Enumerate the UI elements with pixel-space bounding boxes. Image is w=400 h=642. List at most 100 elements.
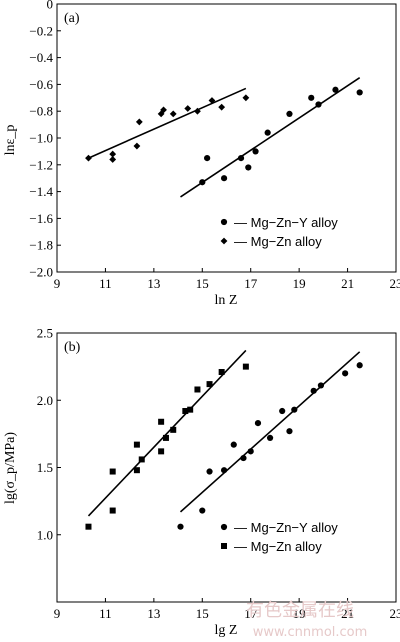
panel-label-a: (a) <box>64 11 80 26</box>
y-tick-label: −0.4 <box>29 50 53 65</box>
data-point-series-1 <box>158 448 165 455</box>
x-axis-label-b: lg Z <box>215 623 238 638</box>
x-tick-label: 13 <box>147 606 160 621</box>
fit-lines-a <box>88 77 361 198</box>
plot-frame-a <box>56 3 397 273</box>
data-point-series-1 <box>242 94 250 102</box>
data-point-series-1 <box>85 523 92 530</box>
data-point-series-0 <box>286 428 293 435</box>
data-point-series-0 <box>291 406 298 413</box>
fit-line-series-1 <box>88 87 247 159</box>
data-point-series-1 <box>133 467 140 474</box>
legend-entry-1: — Mg−Zn alloy <box>234 539 322 554</box>
x-tick-label: 19 <box>293 606 306 621</box>
data-point-series-1 <box>169 110 177 118</box>
data-point-series-1 <box>218 369 225 376</box>
data-point-series-0 <box>204 155 211 162</box>
axis-ticks-a: 9 11 13 15 17 19 21 23 0 −0.2 −0.4 −0.6 −0.8 −1.0 −1.2… <box>29 0 400 291</box>
data-point-series-0 <box>317 382 325 389</box>
x-tick-label: 15 <box>196 276 209 291</box>
legend-entry-0: — Mg−Zn−Y alloy <box>234 520 338 535</box>
legend-marker-1 <box>220 237 228 245</box>
data-point-series-0 <box>199 179 206 186</box>
y-axis-label-a: lnε_p <box>3 125 18 156</box>
data-point-series-1 <box>109 507 116 514</box>
x-tick-label: 21 <box>341 276 354 291</box>
watermark-line-2: www.cnnmol.com <box>253 625 368 640</box>
panel-label-b: (b) <box>64 340 81 355</box>
data-point-series-0 <box>332 86 339 93</box>
data-point-series-0 <box>252 148 259 155</box>
x-tick-label: 9 <box>54 276 61 291</box>
data-point-series-0 <box>177 523 184 530</box>
x-tick-label: 23 <box>390 606 400 621</box>
watermark: 有色金属在线 www.cnnmol.com <box>246 600 367 640</box>
x-tick-label: 9 <box>54 606 61 621</box>
x-tick-label: 17 <box>244 276 258 291</box>
y-tick-label: −0.2 <box>29 23 53 38</box>
data-point-series-1 <box>85 154 92 162</box>
data-point-series-0 <box>308 94 315 101</box>
watermark-line-1: 有色金属在线 <box>246 600 354 621</box>
data-point-series-0 <box>247 448 254 455</box>
panel-a: 9 11 13 15 17 19 21 23 0 −0.2 −0.4 −0.6 −0.8 −1.0 −1.2… <box>3 0 400 308</box>
data-point-series-1 <box>242 363 249 370</box>
data-point-series-1 <box>182 408 189 415</box>
legend-b: — Mg−Zn−Y alloy — Mg−Zn alloy <box>220 520 338 554</box>
data-point-series-1 <box>194 107 201 115</box>
fit-line-series-1 <box>87 349 247 517</box>
data-point-series-0 <box>245 164 252 171</box>
data-point-series-0 <box>286 110 293 117</box>
y-tick-label: −0.6 <box>29 77 53 92</box>
x-tick-label: 11 <box>99 606 112 621</box>
data-point-series-0 <box>206 468 213 475</box>
x-tick-label: 19 <box>293 276 306 291</box>
y-tick-label: −2.0 <box>29 265 53 280</box>
x-tick-label: 11 <box>99 276 112 291</box>
data-point-series-1 <box>218 103 226 111</box>
legend-entry-1: — Mg−Zn alloy <box>234 234 322 249</box>
data-point-series-1 <box>133 441 140 448</box>
data-point-series-1 <box>187 406 194 413</box>
fit-lines-b <box>87 349 361 517</box>
data-point-series-1 <box>194 386 201 393</box>
data-point-series-1 <box>170 426 177 433</box>
y-tick-label: 2.5 <box>37 326 53 341</box>
x-tick-label: 15 <box>196 606 209 621</box>
data-point-series-1 <box>109 150 117 158</box>
y-tick-label: −0.8 <box>29 104 53 119</box>
data-point-series-0 <box>315 101 322 108</box>
data-point-series-0 <box>279 407 286 415</box>
legend-marker-0 <box>220 218 228 226</box>
x-tick-label: 21 <box>341 606 354 621</box>
data-point-series-1 <box>158 418 165 425</box>
data-points-b <box>85 362 363 530</box>
data-point-series-1 <box>206 381 213 388</box>
data-point-series-0 <box>342 370 349 377</box>
data-point-series-0 <box>230 441 237 448</box>
y-tick-label: −1.0 <box>29 131 53 146</box>
y-tick-label: −1.8 <box>29 238 53 253</box>
y-tick-label: 1.5 <box>37 460 53 475</box>
y-tick-label: −1.6 <box>29 211 53 226</box>
fit-line-series-0 <box>179 351 361 513</box>
data-point-series-0 <box>310 387 317 394</box>
data-point-series-0 <box>266 434 274 442</box>
x-tick-label: 17 <box>244 606 258 621</box>
legend-a: — Mg−Zn−Y alloy — Mg−Zn alloy <box>220 215 338 249</box>
legend-marker-0 <box>220 523 228 531</box>
data-point-series-1 <box>109 468 116 475</box>
data-point-series-1 <box>133 142 141 150</box>
y-tick-label: 0 <box>47 0 54 12</box>
data-point-series-0 <box>356 362 363 369</box>
data-point-series-0 <box>240 454 247 462</box>
y-tick-label: 1.0 <box>37 527 53 542</box>
data-point-series-0 <box>356 89 363 96</box>
data-points-a <box>85 86 363 186</box>
data-point-series-1 <box>162 434 169 441</box>
data-point-series-0 <box>199 507 206 514</box>
data-point-series-0 <box>220 467 228 474</box>
data-point-series-1 <box>135 118 143 126</box>
data-point-series-0 <box>237 155 245 162</box>
